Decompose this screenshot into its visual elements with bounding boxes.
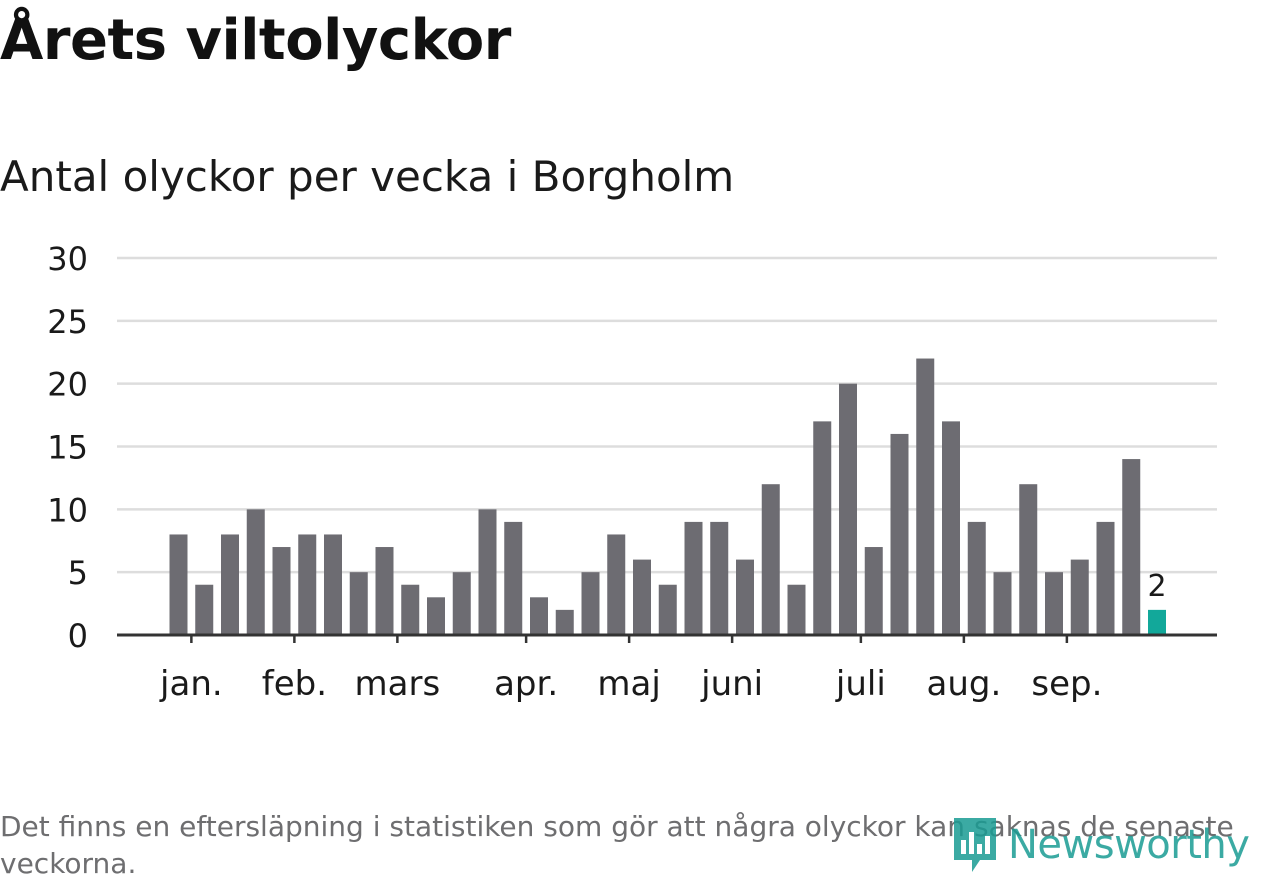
bar: [401, 584, 420, 635]
bar: [375, 547, 394, 635]
y-tick-label: 30: [47, 240, 88, 278]
y-tick-label: 5: [68, 554, 88, 592]
bar: [555, 609, 574, 635]
y-tick-label: 25: [47, 303, 88, 341]
bar: [684, 521, 703, 635]
bar: [658, 584, 677, 635]
bar: [1122, 459, 1141, 635]
x-tick-label: feb.: [262, 664, 327, 704]
bar: [633, 559, 651, 635]
bar: [1096, 521, 1115, 635]
bar: [607, 534, 626, 635]
bar: [169, 534, 188, 635]
x-tick-label: juli: [835, 664, 886, 704]
bar: [349, 572, 368, 635]
bar: [324, 534, 342, 635]
bar: [710, 521, 729, 635]
bar-chart: 0 5 10 15 20 25 30 2 jan. feb. mars apr. maj juni juli…: [47, 240, 1217, 704]
bar: [1070, 559, 1089, 635]
chart-subtitle: Antal olyckor per vecka i Borgholm: [0, 152, 735, 201]
footnote: Det finns en eftersläpning i statistiken…: [0, 810, 1234, 880]
bar: [1045, 572, 1063, 635]
brand-name: Newsworthy: [1008, 822, 1250, 868]
bar-highlight: [1148, 609, 1166, 635]
x-tick-label: maj: [597, 664, 660, 704]
bar: [1019, 484, 1038, 635]
bar: [272, 547, 291, 635]
x-tick-label: mars: [355, 664, 441, 704]
x-tick-label: jan.: [159, 664, 223, 704]
y-tick-label: 10: [47, 491, 88, 529]
x-tick-label: aug.: [926, 664, 1001, 704]
y-tick-label: 20: [47, 366, 88, 404]
bar: [839, 383, 857, 635]
bar: [504, 521, 523, 635]
x-tick-label: apr.: [494, 664, 558, 704]
bar: [427, 597, 445, 635]
bar: [967, 521, 986, 635]
bar: [890, 433, 909, 635]
bar: [993, 572, 1012, 635]
y-tick-label: 0: [68, 617, 88, 655]
newsworthy-logo-icon: [954, 818, 996, 872]
newsworthy-brand: Newsworthy: [950, 812, 1250, 878]
bar: [530, 597, 548, 635]
bar: [581, 572, 600, 635]
x-tick-label: juni: [700, 664, 763, 704]
x-tick-label: sep.: [1031, 664, 1102, 704]
bar: [736, 559, 754, 635]
chart-title: Årets viltolyckor: [0, 8, 511, 73]
bar: [942, 421, 960, 635]
bar: [478, 509, 497, 635]
data-label: 2: [1147, 569, 1166, 604]
y-tick-label: 15: [47, 429, 88, 467]
bar: [298, 534, 317, 635]
bar: [864, 547, 883, 635]
bar: [195, 584, 214, 635]
bar: [761, 484, 780, 635]
bar: [787, 584, 806, 635]
bar: [813, 421, 832, 635]
bar: [246, 509, 265, 635]
bar: [916, 358, 935, 635]
bar: [221, 534, 239, 635]
bar: [452, 572, 471, 635]
